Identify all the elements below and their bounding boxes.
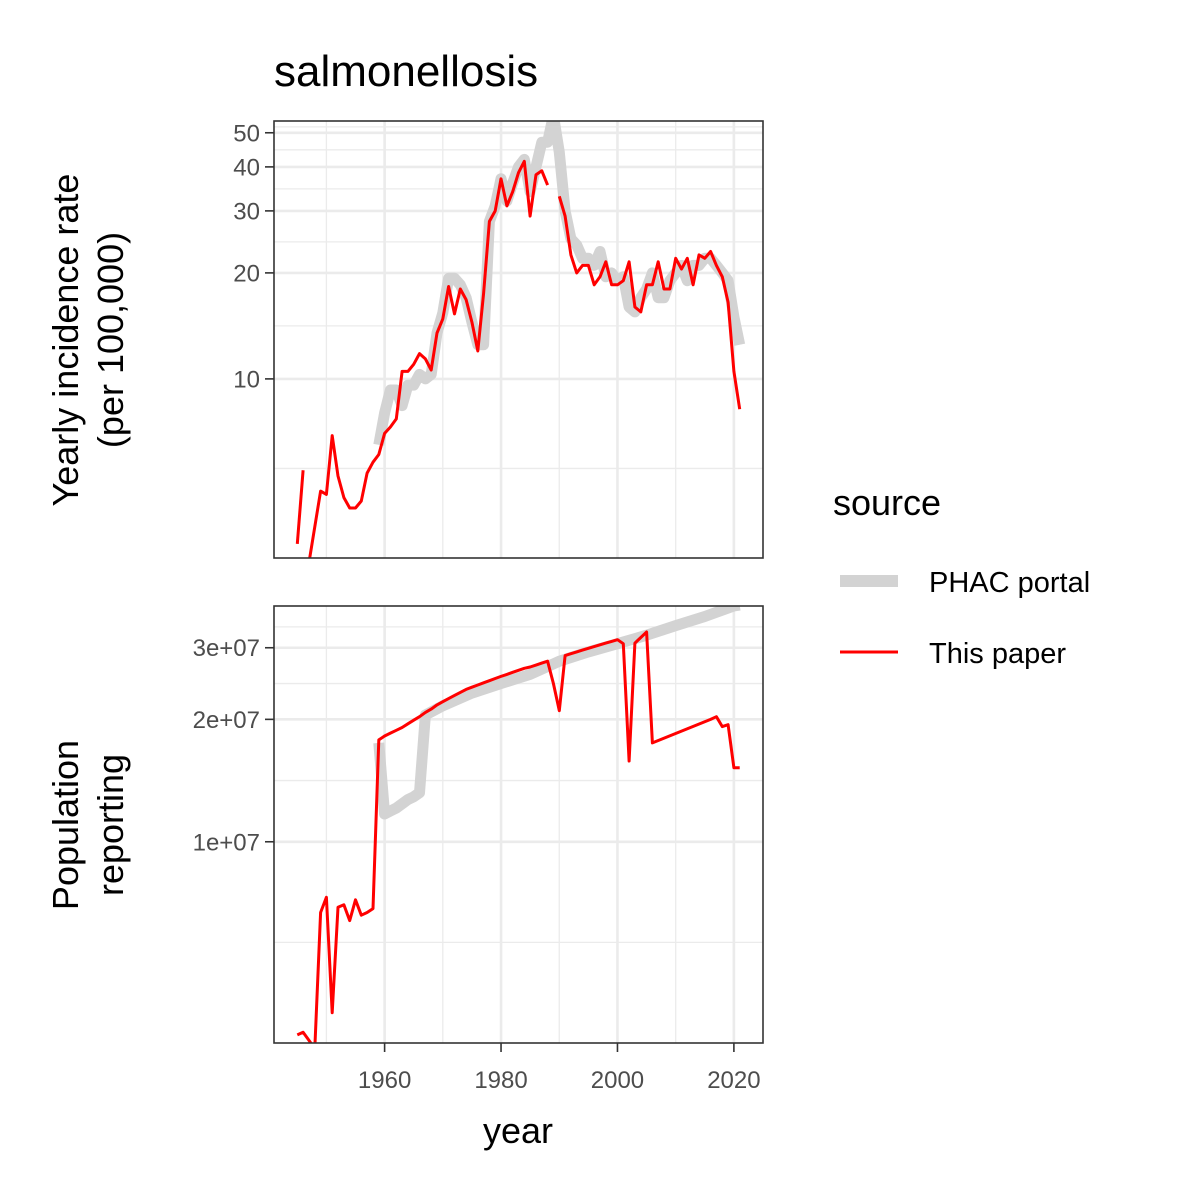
chart-title: salmonellosis	[274, 47, 538, 96]
incidence-y-axis-title-line1: Yearly incidence rate	[45, 174, 86, 507]
y-tick-label: 3e+07	[193, 635, 260, 662]
incidence-panel-background	[274, 121, 763, 558]
population-y-ticks: 1e+07 2e+07 3e+07	[193, 635, 274, 856]
series-line-this-paper	[557, 195, 742, 410]
y-tick-label: 30	[233, 198, 260, 225]
incidence-y-axis-title-line2: (per 100,000)	[90, 232, 131, 448]
series-line-phac-portal	[373, 606, 741, 820]
legend-title: source	[833, 482, 941, 523]
legend-label-phac-portal: PHAC portal	[929, 567, 1090, 599]
series-line-this-paper	[308, 159, 549, 558]
population-panel: 1e+07 2e+07 3e+07 Population reporting	[45, 605, 764, 1044]
incidence-y-ticks: 10 20 30 40 50	[233, 120, 274, 393]
y-tick-label: 40	[233, 154, 260, 181]
legend-label-this-paper: This paper	[929, 638, 1066, 670]
y-tick-label: 10	[233, 366, 260, 393]
series-line-this-paper	[295, 470, 305, 545]
y-tick-label: 50	[233, 120, 260, 147]
series-line-this-paper	[296, 630, 740, 1043]
x-tick-label: 2020	[707, 1067, 760, 1094]
incidence-panel: 10 20 30 40 50 Yearly incidence rate (per 10…	[45, 120, 764, 559]
y-tick-label: 1e+07	[193, 829, 260, 856]
incidence-panel-border	[273, 120, 764, 559]
population-y-axis-title-line2: reporting	[90, 754, 131, 896]
x-axis-title: year	[483, 1110, 553, 1151]
x-tick-label: 2000	[591, 1067, 644, 1094]
y-tick-label: 2e+07	[193, 707, 260, 734]
population-panel-grid	[274, 606, 763, 1043]
population-panel-border	[273, 605, 764, 1044]
incidence-panel-series	[295, 121, 746, 558]
population-y-axis-title-line1: Population	[45, 740, 86, 910]
y-tick-label: 20	[233, 260, 260, 287]
population-panel-series	[296, 606, 741, 1043]
x-tick-label: 1960	[358, 1067, 411, 1094]
x-axis-ticks: 1960 1980 2000 2020	[358, 1043, 761, 1094]
legend: source PHAC portal This paper	[833, 482, 1090, 670]
x-tick-label: 1980	[474, 1067, 527, 1094]
